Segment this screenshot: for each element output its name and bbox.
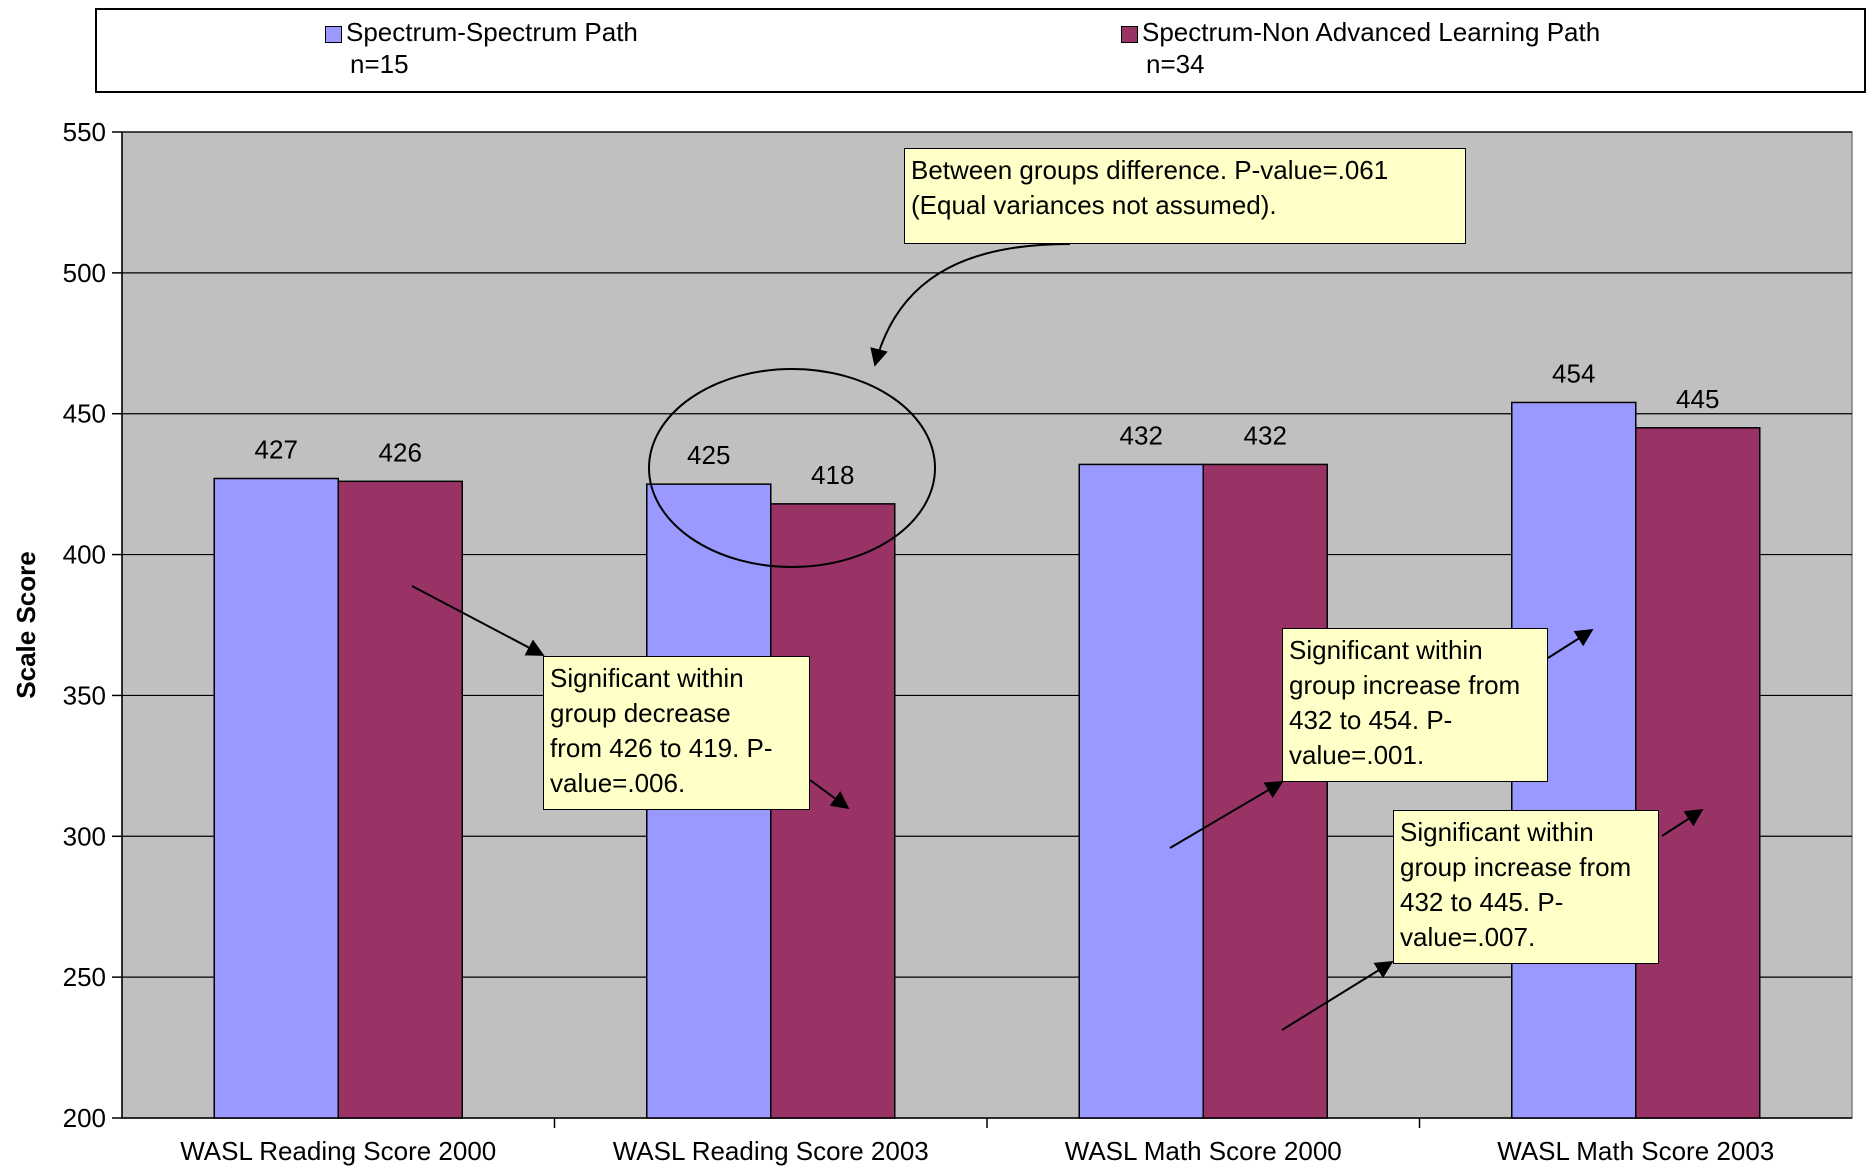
x-tick-label: WASL Reading Score 2000 <box>180 1136 496 1166</box>
highlight-ellipse <box>648 368 936 568</box>
legend-swatch-non-advanced <box>1121 25 1138 43</box>
between-groups-note: Between groups difference. P-value=.061 … <box>904 148 1466 244</box>
legend: Spectrum-Spectrum Path n=15 Spectrum-Non… <box>95 8 1866 93</box>
reading-decrease-note: Significant within group decrease from 4… <box>543 656 810 810</box>
bar <box>1635 427 1761 1119</box>
data-label: 427 <box>255 435 298 465</box>
data-label: 432 <box>1120 420 1163 450</box>
y-tick-label: 450 <box>63 399 106 429</box>
data-label: 445 <box>1676 384 1719 414</box>
math-spectrum-arrow-out <box>1547 629 1594 659</box>
data-label: 418 <box>811 460 854 490</box>
reading-arrow-in <box>411 585 545 656</box>
bar <box>770 503 896 1119</box>
y-tick-label: 200 <box>63 1103 106 1133</box>
legend-label-spectrum: Spectrum-Spectrum Path <box>346 17 638 47</box>
data-label: 426 <box>379 437 422 467</box>
legend-item-spectrum: Spectrum-Spectrum Path n=15 <box>325 16 638 80</box>
math-spectrum-increase-note: Significant within group increase from 4… <box>1282 628 1548 782</box>
y-tick-label: 250 <box>63 962 106 992</box>
data-label: 425 <box>687 440 730 470</box>
x-tick-label: WASL Math Score 2003 <box>1497 1136 1774 1166</box>
y-tick-label: 400 <box>63 540 106 570</box>
legend-swatch-spectrum <box>325 25 342 43</box>
bar <box>213 477 339 1119</box>
reading-arrow-out <box>809 779 850 810</box>
legend-n-spectrum: n=15 <box>350 49 409 79</box>
y-tick-label: 500 <box>63 258 106 288</box>
y-tick-label: 300 <box>63 821 106 851</box>
bar <box>1078 463 1204 1119</box>
y-tick-label: 550 <box>63 117 106 147</box>
y-axis-title: Scale Score <box>11 551 41 698</box>
math-non-arrow-in <box>1281 961 1394 1031</box>
x-tick-label: WASL Reading Score 2003 <box>613 1136 929 1166</box>
math-non-arrow-out <box>1661 809 1704 837</box>
annotation-arrows <box>411 243 1704 1031</box>
y-tick-label: 350 <box>63 680 106 710</box>
bar <box>337 480 463 1119</box>
math-non-increase-note: Significant within group increase from 4… <box>1393 810 1659 964</box>
legend-label-non-advanced: Spectrum-Non Advanced Learning Path <box>1142 17 1601 47</box>
legend-item-non-advanced: Spectrum-Non Advanced Learning Path n=34 <box>1121 16 1600 80</box>
data-label: 432 <box>1244 420 1287 450</box>
x-tick-label: WASL Math Score 2000 <box>1065 1136 1342 1166</box>
math-spectrum-arrow-in <box>1169 781 1284 849</box>
data-label: 454 <box>1552 358 1595 388</box>
between-groups-arrow <box>870 243 1071 367</box>
legend-n-non-advanced: n=34 <box>1146 49 1205 79</box>
